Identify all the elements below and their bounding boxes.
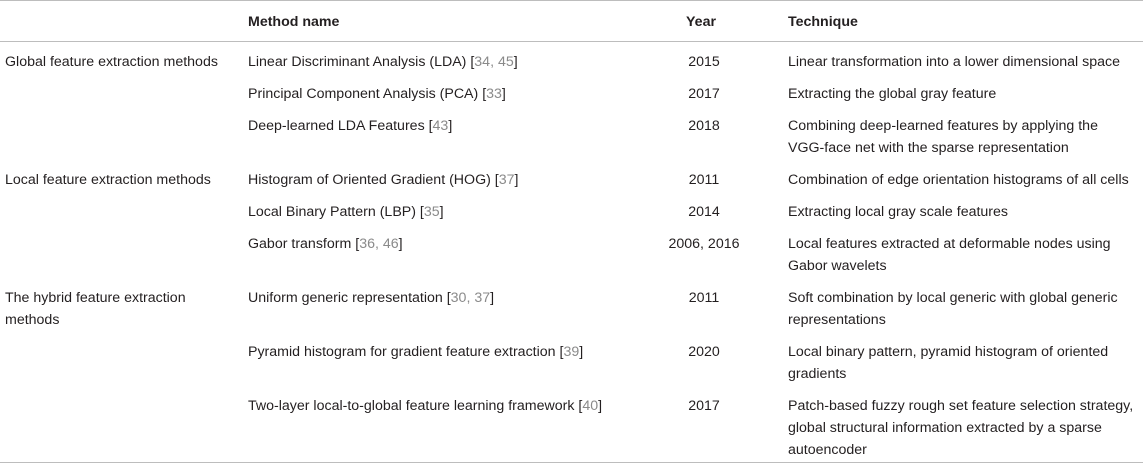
reference-bracket: ]	[448, 118, 453, 134]
technique-cell: Local features extracted at deformable n…	[788, 236, 1111, 274]
table-row: Principal Component Analysis (PCA) [33] 2…	[0, 80, 1143, 112]
table-row: Global feature extraction methods Linear …	[0, 42, 1143, 81]
method-name-cell: Local Binary Pattern (LBP) [35]	[248, 198, 620, 230]
group-label: The hybrid feature extraction methods	[5, 290, 186, 328]
table-row: Two-layer local-to-global feature learni…	[0, 392, 1143, 463]
group-label	[0, 392, 248, 463]
method-name-cell: Principal Component Analysis (PCA) [33]	[248, 80, 620, 112]
group-label	[0, 230, 248, 284]
reference-link[interactable]: 40	[582, 398, 599, 414]
technique-cell: Extracting local gray scale features	[788, 204, 1009, 220]
technique-cell: Combining deep-learned features by apply…	[788, 118, 1098, 156]
reference-bracket: ]	[490, 290, 495, 306]
table-body: Global feature extraction methods Linear …	[0, 42, 1143, 463]
technique-cell: Patch-based fuzzy rough set feature sele…	[788, 392, 1143, 463]
table-row: Pyramid histogram for gradient feature e…	[0, 338, 1143, 392]
table-row: Deep-learned LDA Features [43] 2018 Combin…	[0, 112, 1143, 166]
year-cell: 2006, 2016	[668, 236, 740, 252]
reference-bracket: ]	[501, 86, 506, 102]
method-name-cell: Histogram of Oriented Gradient (HOG) [37…	[248, 166, 620, 198]
reference-link[interactable]: 43	[432, 118, 449, 134]
header-year: Year	[620, 0, 788, 42]
year-cell: 2018	[688, 118, 720, 134]
reference-link[interactable]: 34, 45	[474, 54, 514, 70]
header-method-name: Method name	[248, 0, 620, 42]
reference-bracket: ]	[439, 204, 444, 220]
method-name: Uniform generic representation [	[248, 290, 451, 306]
reference-link[interactable]: 37	[498, 172, 515, 188]
table-row: The hybrid feature extraction methods Uni…	[0, 284, 1143, 338]
reference-link[interactable]: 30, 37	[450, 290, 491, 306]
method-name-cell: Gabor transform [36, 46]	[248, 230, 620, 284]
reference-link[interactable]: 36, 46	[359, 236, 399, 252]
method-name: Local Binary Pattern (LBP) [	[248, 204, 424, 220]
method-name: Two-layer local-to-global feature learni…	[248, 398, 583, 414]
reference-link[interactable]: 33	[486, 86, 502, 102]
method-name: Pyramid histogram for gradient feature e…	[248, 344, 564, 360]
reference-bracket: ]	[513, 54, 518, 70]
table-row: Local Binary Pattern (LBP) [35] 2014 Extra…	[0, 198, 1143, 230]
year-cell: 2017	[620, 392, 788, 463]
technique-cell: Soft combination by local generic with g…	[788, 290, 1118, 328]
group-label	[0, 80, 248, 112]
reference-bracket: ]	[598, 398, 603, 414]
reference-bracket: ]	[398, 236, 403, 252]
table-row: Gabor transform [36, 46] 2006, 2016 Local …	[0, 230, 1143, 284]
reference-link[interactable]: 39	[563, 344, 580, 360]
method-name-cell: Pyramid histogram for gradient feature e…	[248, 338, 620, 392]
technique-cell: Combination of edge orientation histogra…	[788, 172, 1129, 188]
method-name: Principal Component Analysis (PCA) [	[248, 86, 487, 102]
method-name: Gabor transform [	[248, 236, 360, 252]
year-cell: 2017	[688, 86, 720, 102]
group-label	[0, 198, 248, 230]
header-row: Method name Year Technique	[0, 0, 1143, 42]
year-cell: 2015	[688, 54, 720, 70]
method-name-cell: Deep-learned LDA Features [43]	[248, 112, 620, 166]
method-name-cell: Two-layer local-to-global feature learni…	[248, 392, 620, 463]
year-cell: 2011	[688, 172, 720, 188]
group-label	[0, 112, 248, 166]
table-row: Local feature extraction methods Histogra…	[0, 166, 1143, 198]
method-name: Histogram of Oriented Gradient (HOG) [	[248, 172, 499, 188]
reference-link[interactable]: 35	[423, 204, 440, 220]
header-technique: Technique	[788, 0, 1143, 42]
method-name-cell: Uniform generic representation [30, 37]	[248, 284, 620, 338]
year-cell: 2014	[688, 204, 720, 220]
reference-bracket: ]	[514, 172, 519, 188]
method-name: Linear Discriminant Analysis (LDA) [	[248, 54, 475, 70]
reference-bracket: ]	[579, 344, 584, 360]
header-group	[0, 0, 248, 42]
year-cell: 2020	[688, 344, 720, 360]
technique-cell: Local binary pattern, pyramid histogram …	[788, 344, 1109, 382]
method-name-cell: Linear Discriminant Analysis (LDA) [34, …	[248, 42, 620, 81]
group-label	[0, 338, 248, 392]
technique-cell: Extracting the global gray feature	[788, 86, 997, 102]
method-name: Deep-learned LDA Features [	[248, 118, 433, 134]
group-label: Global feature extraction methods	[5, 54, 218, 70]
technique-cell: Linear transformation into a lower dimen…	[788, 54, 1121, 70]
year-cell: 2011	[688, 290, 720, 306]
group-label: Local feature extraction methods	[5, 172, 211, 188]
